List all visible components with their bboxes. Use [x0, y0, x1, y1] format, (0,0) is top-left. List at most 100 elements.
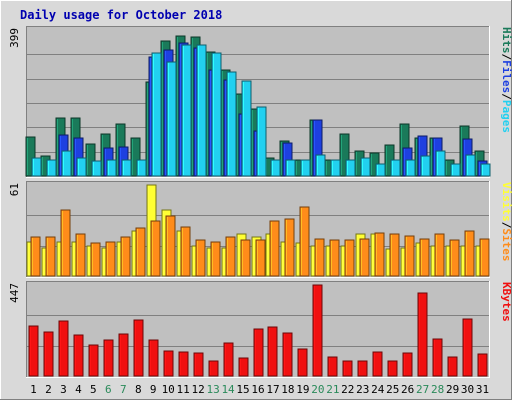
bar-sites-day-26 — [404, 235, 415, 277]
bar-fill — [269, 220, 280, 277]
bar-kbytes-day-10 — [163, 350, 174, 377]
bar-fill — [241, 80, 252, 177]
bar-fill — [165, 215, 176, 277]
bar-pages-day-17 — [270, 159, 281, 177]
bar-fill — [148, 339, 159, 377]
bar-fill — [210, 241, 221, 277]
bar-fill — [256, 106, 267, 177]
bar-fill — [297, 348, 308, 377]
legend-item: Files — [500, 60, 512, 93]
bar-fill — [76, 157, 87, 177]
bar-fill — [105, 241, 116, 277]
bar-fill — [344, 239, 355, 277]
bar-fill — [450, 163, 461, 177]
bar-pages-day-6 — [106, 159, 117, 177]
bar-fill — [284, 218, 295, 277]
bar-fill — [312, 284, 323, 377]
panel-visits: 61 Visits/Sites — [8, 181, 512, 278]
bar-fill — [480, 163, 491, 177]
bar-fill — [270, 159, 281, 177]
bar-fill — [196, 44, 207, 177]
bar-fill — [315, 154, 326, 177]
bar-pages-day-9 — [151, 52, 162, 177]
bar-hits-day-8 — [130, 137, 141, 177]
bar-fill — [329, 239, 340, 277]
bar-sites-day-6 — [105, 241, 116, 277]
bar-kbytes-day-29 — [447, 356, 458, 377]
chart-title: Daily usage for October 2018 — [20, 8, 222, 22]
bar-fill — [402, 352, 413, 377]
day-label-3: 3 — [60, 383, 67, 396]
bar-fill — [447, 356, 458, 377]
day-label-4: 4 — [75, 383, 82, 396]
bar-fill — [106, 159, 117, 177]
bar-sites-day-28 — [434, 233, 445, 277]
bar-kbytes-day-7 — [118, 333, 129, 377]
bar-sites-day-4 — [75, 233, 86, 277]
bar-fill — [465, 154, 476, 177]
bar-fill — [73, 334, 84, 377]
bar-kbytes-day-16 — [253, 328, 264, 377]
day-label-19: 19 — [296, 383, 309, 396]
bar-kbytes-day-5 — [88, 344, 99, 377]
bar-sites-day-29 — [449, 239, 460, 277]
bar-fill — [240, 239, 251, 277]
bar-fill — [360, 157, 371, 177]
bar-fill — [193, 352, 204, 377]
bar-fill — [178, 351, 189, 377]
bar-kbytes-day-3 — [58, 320, 69, 377]
bar-pages-day-25 — [390, 159, 401, 177]
bar-fill — [462, 318, 473, 377]
bar-kbytes-day-18 — [282, 332, 293, 377]
bar-pages-day-22 — [345, 159, 356, 177]
bar-fill — [342, 360, 353, 377]
bar-pages-day-5 — [91, 160, 102, 177]
legend-kbytes: KBytes — [500, 282, 512, 322]
bar-pages-day-27 — [420, 155, 431, 177]
day-label-29: 29 — [446, 383, 459, 396]
bar-fill — [372, 351, 383, 377]
bar-kbytes-day-8 — [133, 319, 144, 377]
day-label-10: 10 — [162, 383, 175, 396]
bar-fill — [58, 320, 69, 377]
bar-fill — [25, 136, 36, 177]
bar-fill — [434, 233, 445, 277]
bar-fill — [405, 159, 416, 177]
bar-kbytes-day-31 — [477, 353, 488, 377]
bar-kbytes-day-1 — [28, 325, 39, 377]
day-label-26: 26 — [401, 383, 414, 396]
day-label-18: 18 — [281, 383, 294, 396]
bar-pages-day-8 — [136, 159, 147, 177]
bar-fill — [208, 360, 219, 377]
bar-pages-day-31 — [480, 163, 491, 177]
bar-kbytes-day-20 — [312, 284, 323, 377]
day-label-9: 9 — [150, 383, 157, 396]
day-label-21: 21 — [326, 383, 339, 396]
bar-pages-day-11 — [181, 44, 192, 177]
bar-sites-day-10 — [165, 215, 176, 277]
bar-kbytes-day-23 — [357, 360, 368, 377]
bar-sites-day-7 — [120, 236, 131, 277]
bar-fill — [255, 239, 266, 277]
bar-fill — [45, 236, 56, 277]
bar-fill — [404, 235, 415, 277]
bar-sites-day-20 — [314, 238, 325, 277]
day-label-14: 14 — [221, 383, 235, 396]
bar-pages-day-13 — [211, 52, 222, 177]
bar-sites-day-25 — [389, 233, 400, 277]
bar-sites-day-14 — [225, 236, 236, 277]
legend-item: Sites — [500, 228, 512, 261]
bar-fill — [420, 155, 431, 177]
legend-item: KBytes — [500, 282, 512, 322]
bar-fill — [435, 150, 446, 177]
bar-sites-day-15 — [240, 239, 251, 277]
bar-pages-day-2 — [46, 159, 57, 177]
bar-kbytes-day-6 — [103, 339, 114, 377]
bar-pages-day-3 — [61, 150, 72, 177]
bar-kbytes-day-25 — [387, 360, 398, 377]
bar-fill — [135, 227, 146, 277]
bar-fill — [477, 353, 488, 377]
bar-sites-day-3 — [60, 209, 71, 277]
bar-sites-day-11 — [180, 226, 191, 277]
bar-pages-day-4 — [76, 157, 87, 177]
